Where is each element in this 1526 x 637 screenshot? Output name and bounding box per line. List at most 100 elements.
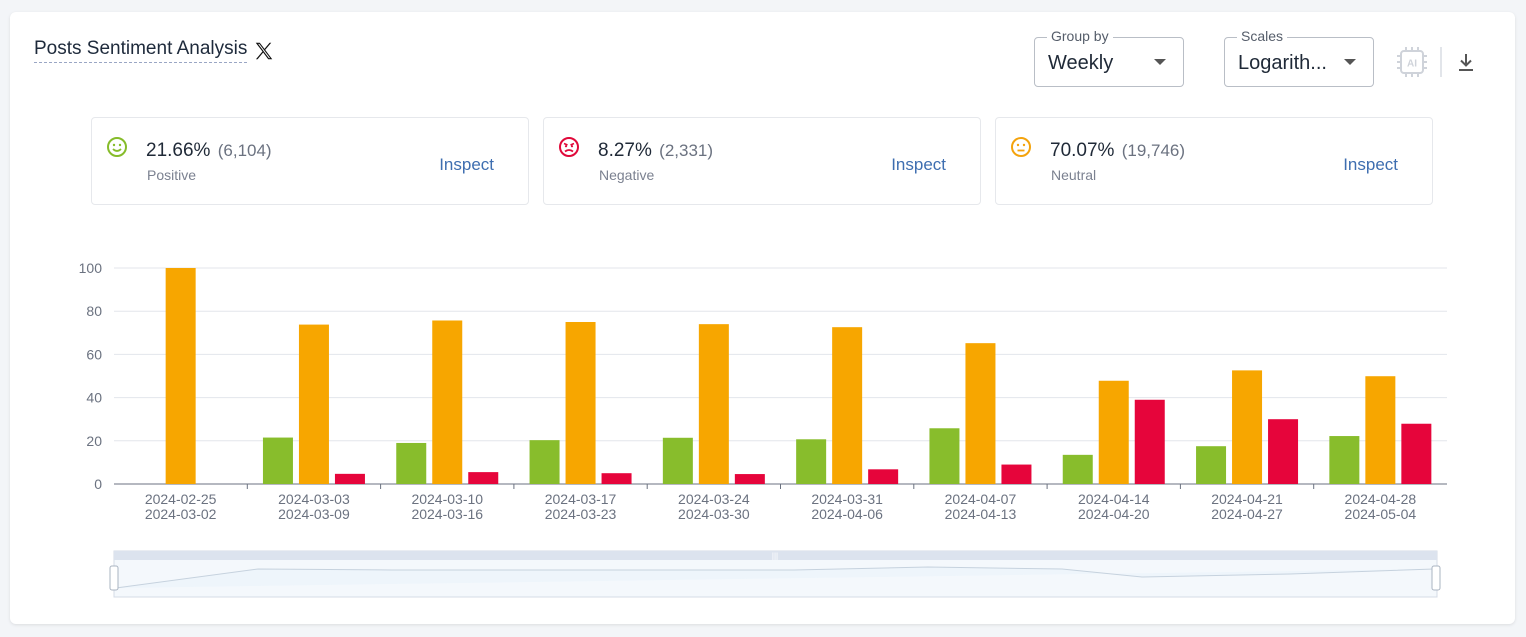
bar-neutral[interactable] xyxy=(1232,370,1263,484)
stat-negative-value: 8.27% (2,331) xyxy=(598,140,713,162)
x-tick-label: 2024-04-21 xyxy=(1211,491,1283,507)
bar-negative[interactable] xyxy=(334,473,365,484)
x-tick-label: 2024-04-07 xyxy=(945,491,1017,507)
x-tick-label: 2024-03-17 xyxy=(545,491,617,507)
zoom-handle-right[interactable] xyxy=(1431,565,1441,591)
bar-positive[interactable] xyxy=(262,437,293,484)
group-by-select[interactable]: Group by Weekly xyxy=(1034,28,1184,87)
bar-negative[interactable] xyxy=(468,472,499,484)
x-tick-label: 2024-04-06 xyxy=(811,506,883,522)
bar-positive[interactable] xyxy=(662,437,693,484)
zoom-grip-icon: ||| xyxy=(772,552,778,561)
x-tick-label: 2024-04-20 xyxy=(1078,506,1150,522)
stat-negative-label: Negative xyxy=(599,167,655,183)
x-tick-label: 2024-03-23 xyxy=(545,506,617,522)
stat-neutral-count: (19,746) xyxy=(1121,141,1186,160)
bar-positive[interactable] xyxy=(396,442,427,484)
bar-negative[interactable] xyxy=(868,469,899,484)
scales-legend: Scales xyxy=(1237,28,1288,44)
stat-negative: 8.27% (2,331) Negative Inspect xyxy=(543,117,981,205)
chart-bars xyxy=(165,268,1432,484)
bar-negative[interactable] xyxy=(1268,419,1299,484)
stat-negative-pct: 8.27% xyxy=(598,140,652,161)
x-tick-label: 2024-03-30 xyxy=(678,506,750,522)
bar-positive[interactable] xyxy=(1329,436,1360,484)
page-title[interactable]: Posts Sentiment Analysis xyxy=(34,38,248,63)
stat-positive-count: (6,104) xyxy=(217,141,272,160)
x-tick-label: 2024-03-03 xyxy=(278,491,350,507)
scales-value: Logarith... xyxy=(1238,52,1327,74)
x-tick-label: 2024-05-04 xyxy=(1345,506,1417,522)
sentiment-card: Posts Sentiment Analysis Group by Weekly… xyxy=(10,12,1515,624)
zoom-drag-bar[interactable] xyxy=(114,551,1437,560)
x-tick-label: 2024-04-27 xyxy=(1211,506,1283,522)
bar-positive[interactable] xyxy=(929,428,960,484)
scales-select[interactable]: Scales Logarith... xyxy=(1224,28,1374,87)
bar-neutral[interactable] xyxy=(965,343,996,484)
x-tick-label: 2024-04-28 xyxy=(1345,491,1417,507)
x-logo-icon xyxy=(256,42,273,59)
x-tick-label: 2024-03-10 xyxy=(411,491,483,507)
group-by-value: Weekly xyxy=(1048,52,1114,74)
stat-positive: 21.66% (6,104) Positive Inspect xyxy=(91,117,529,205)
bar-negative[interactable] xyxy=(1401,423,1432,484)
x-tick-label: 2024-03-24 xyxy=(678,491,750,507)
bar-positive[interactable] xyxy=(1196,446,1227,484)
stat-neutral-value: 70.07% (19,746) xyxy=(1050,140,1185,162)
stat-negative-count: (2,331) xyxy=(659,141,714,160)
group-by-legend: Group by xyxy=(1047,28,1113,44)
y-tick-label: 0 xyxy=(94,476,102,492)
bar-negative[interactable] xyxy=(1134,399,1165,484)
stat-positive-pct: 21.66% xyxy=(146,140,211,161)
bar-neutral[interactable] xyxy=(1098,380,1129,484)
bar-neutral[interactable] xyxy=(1365,376,1396,484)
x-tick-label: 2024-03-16 xyxy=(411,506,483,522)
zoom-preview-line xyxy=(115,566,1435,589)
bar-negative[interactable] xyxy=(1001,464,1032,484)
inspect-negative-button[interactable]: Inspect xyxy=(891,155,946,174)
stat-positive-value: 21.66% (6,104) xyxy=(146,140,272,162)
bar-neutral[interactable] xyxy=(298,324,329,484)
inspect-positive-button[interactable]: Inspect xyxy=(439,155,494,174)
bar-neutral[interactable] xyxy=(432,320,463,484)
chart-grid: 0 20 40 60 80 100 xyxy=(79,260,1447,492)
x-tick-label: 2024-03-31 xyxy=(811,491,883,507)
bar-positive[interactable] xyxy=(1062,454,1093,484)
bar-positive[interactable] xyxy=(529,440,560,484)
y-tick-label: 80 xyxy=(86,303,102,319)
bar-neutral[interactable] xyxy=(698,324,729,484)
angry-face-icon xyxy=(559,137,579,157)
stat-positive-label: Positive xyxy=(147,167,197,183)
stat-neutral-label: Neutral xyxy=(1051,167,1097,183)
bar-negative[interactable] xyxy=(601,473,632,484)
x-tick-label: 2024-03-09 xyxy=(278,506,350,522)
neutral-face-icon xyxy=(1011,137,1031,157)
x-tick-label: 2024-02-25 xyxy=(145,491,217,507)
ai-chip-icon[interactable]: AI xyxy=(1394,44,1430,80)
y-tick-label: 20 xyxy=(86,433,102,449)
y-tick-label: 60 xyxy=(86,346,102,362)
stat-neutral-pct: 70.07% xyxy=(1050,140,1115,161)
x-tick-label: 2024-04-14 xyxy=(1078,491,1150,507)
bar-neutral[interactable] xyxy=(165,268,196,484)
x-tick-label: 2024-03-02 xyxy=(145,506,217,522)
svg-text:AI: AI xyxy=(1407,59,1417,70)
bar-neutral[interactable] xyxy=(832,327,863,484)
toolbar-divider xyxy=(1440,47,1442,77)
download-icon[interactable] xyxy=(1454,50,1478,74)
group-by-caret-icon xyxy=(1154,59,1166,65)
zoom-handle-left[interactable] xyxy=(109,565,119,591)
y-tick-label: 40 xyxy=(86,390,102,406)
y-tick-label: 100 xyxy=(79,260,103,276)
stat-neutral: 70.07% (19,746) Neutral Inspect xyxy=(995,117,1433,205)
smile-icon xyxy=(107,137,127,157)
bar-positive[interactable] xyxy=(796,439,827,484)
chart-zoom-slider: ||| xyxy=(109,550,1441,598)
bar-neutral[interactable] xyxy=(565,322,596,484)
inspect-neutral-button[interactable]: Inspect xyxy=(1343,155,1398,174)
bar-negative[interactable] xyxy=(734,474,765,484)
scales-caret-icon xyxy=(1344,59,1356,65)
x-tick-label: 2024-04-13 xyxy=(945,506,1017,522)
